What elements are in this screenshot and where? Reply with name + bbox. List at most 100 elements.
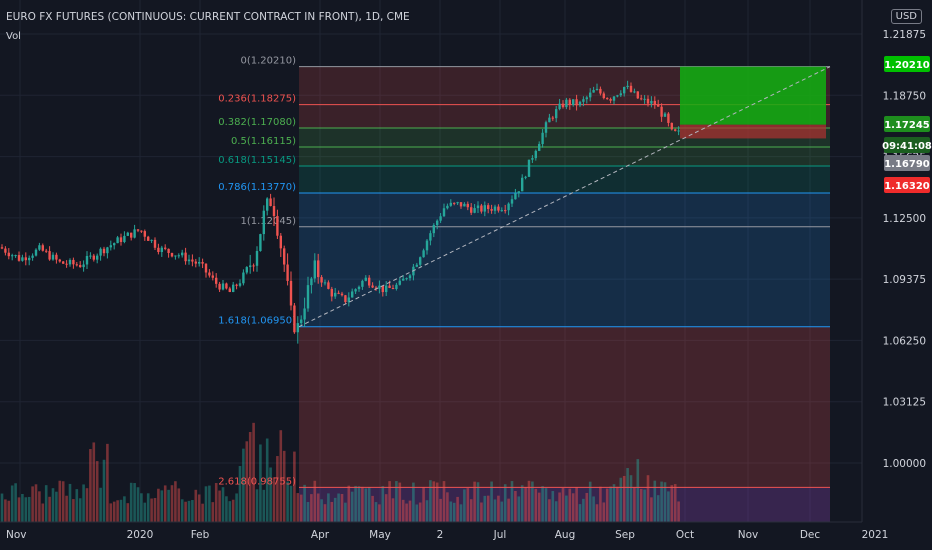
volume-bar <box>418 502 422 522</box>
volume-bar <box>456 496 459 522</box>
candle-body <box>398 280 401 285</box>
volume-bar <box>245 441 249 522</box>
candle-body <box>7 252 10 257</box>
candle-body <box>232 284 235 293</box>
time-tick-12: 2021 <box>862 529 889 541</box>
volume-bar <box>520 485 524 522</box>
candle-body <box>14 255 17 257</box>
volume-bar <box>612 484 616 522</box>
volume-bar <box>439 498 442 522</box>
volume-bar <box>27 496 31 522</box>
volume-bar <box>531 481 534 522</box>
fib-label-0: 0(1.20210) <box>240 56 296 67</box>
volume-bar <box>214 483 218 522</box>
candle-body <box>592 90 595 93</box>
volume-bar <box>286 481 289 522</box>
candle-body <box>609 99 612 101</box>
time-tick-2: Feb <box>191 529 210 541</box>
volume-bar <box>14 483 17 522</box>
candle-body <box>402 278 405 281</box>
candle-body <box>208 272 211 276</box>
candle-body <box>490 209 493 211</box>
volume-bar <box>262 489 266 522</box>
fib-trendline-line <box>298 66 831 328</box>
volume-bar <box>429 480 432 522</box>
candle-body <box>623 86 626 94</box>
candle-body <box>235 284 238 286</box>
candle-body <box>555 109 558 119</box>
volume-bar <box>571 493 575 522</box>
fib-label-2: 0.382(1.17080) <box>218 117 296 128</box>
volume-bar <box>425 500 429 522</box>
volume-bar <box>89 449 92 522</box>
candle-body <box>408 275 412 279</box>
volume-bar <box>660 481 663 522</box>
volume-bar <box>599 486 602 522</box>
candle-body <box>320 277 323 283</box>
fib-zone-6 <box>299 226 830 327</box>
candle-body <box>663 113 667 117</box>
volume-bar <box>34 484 38 522</box>
candle-body <box>68 259 72 265</box>
volume-bar <box>303 484 306 522</box>
currency-button[interactable]: USD <box>890 9 922 24</box>
volume-bar <box>340 493 344 522</box>
volume-bar <box>398 482 402 522</box>
candle-body <box>41 245 44 251</box>
volume-bar <box>364 488 368 522</box>
volume-bar <box>187 500 191 522</box>
volume-bar <box>102 459 106 522</box>
volume-bar <box>452 502 456 522</box>
volume-bar <box>119 499 123 522</box>
fib-label-5: 0.786(1.13770) <box>218 182 296 193</box>
candle-body <box>385 285 388 293</box>
candle-body <box>252 265 255 267</box>
candle-body <box>432 225 435 234</box>
candle-body <box>24 257 27 261</box>
volume-bar <box>150 498 153 522</box>
candle-body <box>340 293 344 296</box>
fib-trendline <box>298 66 831 328</box>
volume-bar <box>524 487 527 522</box>
candle-body <box>483 205 486 212</box>
time-tick-4: May <box>369 529 391 541</box>
volume-bar <box>639 488 643 522</box>
fib-label-7: 1.618(1.06950) <box>218 316 296 327</box>
volume-bar <box>361 486 364 522</box>
candle-body <box>558 103 561 110</box>
candle-body <box>136 229 140 231</box>
candle-body <box>65 263 68 265</box>
price-label-bg-4 <box>884 177 930 193</box>
volume-bar <box>123 496 126 522</box>
price-label-bg-1 <box>884 116 930 132</box>
candle-body <box>602 93 605 99</box>
candle-body <box>334 292 337 297</box>
volume-bar <box>293 451 296 522</box>
volume-bar <box>116 500 119 522</box>
candle-body <box>109 245 112 248</box>
candle-body <box>629 85 633 92</box>
volume-bar <box>299 494 303 522</box>
candle-body <box>184 252 187 262</box>
price-labels: 1.20210 1.17245 09:41:08 1.16790 1.16320 <box>882 56 932 193</box>
candle-body <box>653 100 656 105</box>
price-tick-4: 1.09375 <box>883 274 926 286</box>
volume-bar <box>0 493 4 522</box>
volume-indicator-label[interactable]: Vol <box>6 31 21 42</box>
time-tick-6: Jul <box>493 529 507 541</box>
volume-bar <box>75 489 79 522</box>
price-label-3: 1.16790 <box>884 159 930 170</box>
candle-body <box>449 202 452 206</box>
volume-bar <box>10 485 14 522</box>
fib-retracement-fills <box>299 66 830 522</box>
time-tick-8: Sep <box>615 529 635 541</box>
candle-body <box>102 248 106 254</box>
volume-bar <box>163 485 167 522</box>
candle-body <box>429 233 432 241</box>
volume-bar <box>160 490 164 522</box>
candle-body <box>568 99 571 105</box>
candle-body <box>21 257 24 261</box>
target-profit-zone <box>680 66 826 125</box>
candle-body <box>657 104 660 107</box>
